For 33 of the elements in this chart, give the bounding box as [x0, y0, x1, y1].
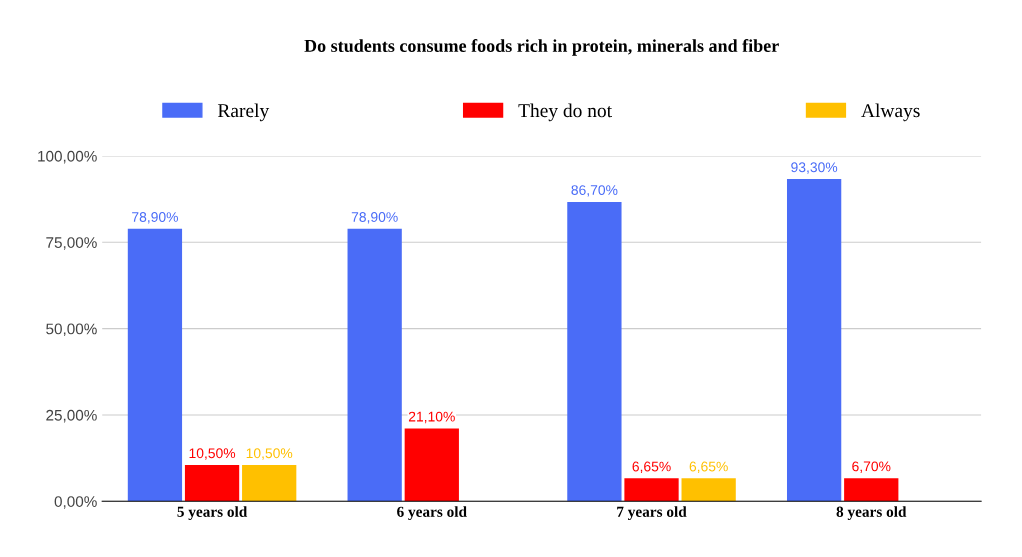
legend-label: Rarely [217, 103, 270, 122]
data-label: 6,65% [689, 461, 728, 474]
y-tick-label: 100,00% [38, 150, 97, 164]
data-label: 78,90% [351, 212, 398, 224]
data-label: 78,90% [132, 212, 178, 224]
data-label: 93,30% [791, 162, 838, 174]
bar [404, 428, 459, 502]
bar [624, 478, 679, 502]
bar [242, 465, 297, 502]
bar [127, 228, 183, 502]
bar [844, 478, 899, 502]
bar [184, 465, 240, 502]
bar [786, 179, 842, 502]
x-tick-label: 5 years old [177, 506, 248, 521]
x-tick-label: 7 years old [617, 506, 687, 521]
data-label: 86,70% [571, 185, 618, 197]
bar [347, 228, 402, 502]
y-tick-label: 75,00% [46, 237, 97, 250]
data-label: 10,50% [246, 448, 293, 460]
bar [681, 478, 736, 502]
data-label: 21,10% [408, 411, 455, 424]
bar [567, 201, 622, 502]
x-tick-label: 6 years old [397, 506, 467, 521]
y-tick-label: 50,00% [46, 323, 97, 337]
data-label: 10,50% [189, 448, 236, 460]
legend-label: Always [861, 103, 920, 122]
x-tick-label: 8 years old [836, 506, 907, 521]
data-label: 6,65% [632, 461, 671, 474]
data-label: 6,70% [852, 461, 891, 473]
y-tick-label: 25,00% [46, 409, 97, 423]
y-tick-label: 0,00% [54, 496, 97, 509]
chart-title: Do students consume foods rich in protein, minerals and fiber [304, 39, 779, 56]
legend-label: They do not [518, 103, 612, 122]
